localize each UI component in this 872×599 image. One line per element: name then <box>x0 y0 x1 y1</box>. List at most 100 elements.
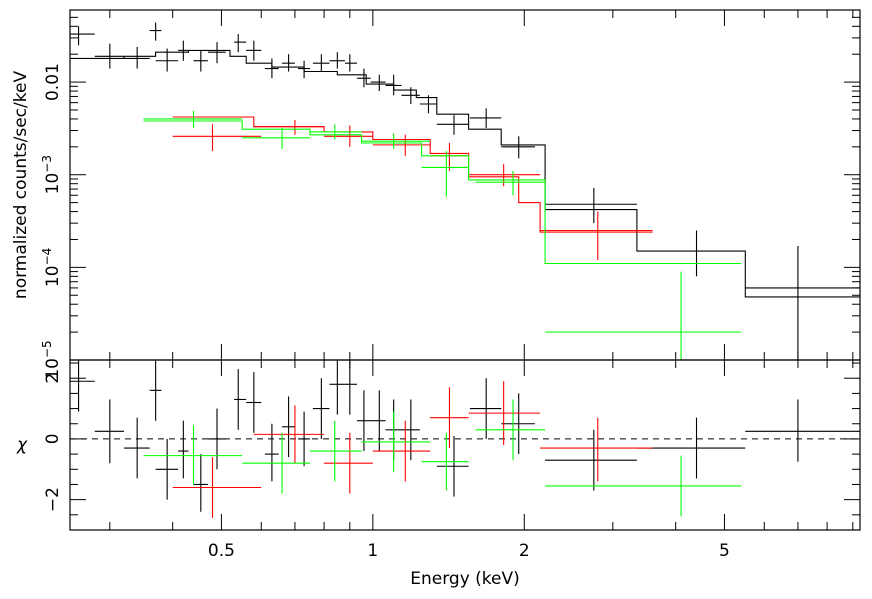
data-point-black <box>436 115 469 135</box>
spectrum-y-axis-label: normalized counts/sec/keV <box>11 71 31 300</box>
residual-point-black <box>70 360 95 412</box>
data-point-green <box>421 151 469 197</box>
y-tick-label: 2 <box>43 373 63 384</box>
x-tick-label: 2 <box>519 541 530 561</box>
data-point-black <box>70 26 95 46</box>
residual-point-black <box>282 396 295 458</box>
data-point-black <box>246 40 262 61</box>
data-point-black <box>745 246 860 360</box>
residual-point-red <box>253 405 325 464</box>
residual-point-black <box>401 399 420 461</box>
data-point-black <box>155 48 179 72</box>
model-line-black <box>70 49 860 298</box>
residual-point-green <box>309 420 362 482</box>
residual-point-black <box>298 411 310 467</box>
data-point-black <box>419 95 437 114</box>
x-tick-label: 0.5 <box>208 541 235 561</box>
residual-point-black <box>545 429 637 491</box>
residual-y-tick-labels: 2 0 −2 <box>43 373 63 512</box>
residual-point-green <box>361 411 431 473</box>
data-point-green <box>242 127 310 149</box>
spectrum-panel: 0.01 10−3 10−4 10−5 normalized counts/sec/k… <box>11 9 861 380</box>
residual-point-red <box>430 387 469 449</box>
model-line-green <box>143 120 742 265</box>
residual-point-green <box>143 425 243 485</box>
data-point-red <box>468 164 541 187</box>
residual-point-red <box>172 457 262 518</box>
residual-point-green <box>545 455 742 517</box>
data-point-green <box>545 271 742 360</box>
residual-panel: 2 0 −2 0.5 1 2 5 χ Energy (keV) <box>16 359 861 589</box>
energy-x-tick-labels: 0.5 1 2 5 <box>208 541 730 561</box>
data-point-black <box>501 136 535 159</box>
residual-point-green <box>475 399 546 461</box>
residual-point-black <box>193 454 208 512</box>
data-point-black <box>636 230 746 277</box>
data-point-red <box>324 125 373 147</box>
data-point-black <box>356 68 371 88</box>
data-point-red <box>540 211 653 261</box>
y-tick-label: 10−4 <box>40 248 63 287</box>
x-axis-label: Energy (keV) <box>410 569 520 589</box>
data-point-black <box>370 74 386 92</box>
data-point-black <box>94 43 124 69</box>
residual-frame <box>69 359 861 531</box>
y-tick-label: 0 <box>43 433 63 444</box>
residual-point-black <box>745 399 860 462</box>
residual-point-black <box>264 423 279 482</box>
residual-point-black <box>636 417 746 479</box>
data-point-red <box>253 119 325 135</box>
residual-point-red <box>372 420 431 482</box>
residual-point-black <box>123 417 150 479</box>
data-point-red <box>430 143 469 171</box>
y-tick-label: 10−5 <box>40 340 63 379</box>
data-point-red <box>172 124 262 152</box>
residual-point-black <box>501 393 535 455</box>
residual-point-green <box>421 432 469 491</box>
residual-y-axis-label: χ <box>16 435 28 455</box>
residual-point-black <box>149 360 162 421</box>
residual-point-green <box>242 432 310 494</box>
spectrum-data-layer <box>70 22 860 360</box>
data-point-black <box>312 54 330 72</box>
residual-point-red <box>540 417 653 482</box>
data-point-black <box>469 108 502 128</box>
data-point-green <box>361 133 431 149</box>
data-point-black <box>123 46 150 69</box>
data-point-black <box>149 22 162 41</box>
data-point-green <box>309 124 362 140</box>
x-tick-label: 5 <box>719 541 730 561</box>
spectrum-frame <box>69 9 861 361</box>
data-point-green <box>143 110 243 128</box>
residual-tick-marks <box>70 360 860 531</box>
data-point-black <box>401 87 420 105</box>
y-tick-label: 10−3 <box>40 155 63 194</box>
residual-data-layer <box>70 360 860 518</box>
x-tick-label: 1 <box>367 541 378 561</box>
residual-point-black <box>178 420 189 479</box>
residual-point-black <box>246 372 262 433</box>
data-point-black <box>329 52 345 69</box>
data-point-black <box>298 60 310 79</box>
residual-point-black <box>344 360 357 415</box>
y-tick-label: −2 <box>43 487 63 512</box>
data-point-black <box>344 54 357 72</box>
residual-point-black <box>94 399 124 464</box>
residual-point-black <box>436 435 469 497</box>
data-point-black <box>193 50 208 72</box>
data-point-black <box>385 74 402 96</box>
data-point-black <box>178 40 189 61</box>
residual-point-red <box>468 381 541 445</box>
spectrum-y-tick-labels: 0.01 10−3 10−4 10−5 <box>40 63 63 380</box>
residual-point-black <box>234 369 247 430</box>
model-line-red <box>172 116 653 233</box>
residual-point-black <box>312 378 330 439</box>
data-point-black <box>234 34 247 53</box>
data-point-red <box>372 134 431 156</box>
y-tick-label: 0.01 <box>43 63 63 101</box>
residual-point-black <box>469 378 502 439</box>
residual-point-black <box>155 438 179 500</box>
residual-point-red <box>324 432 373 494</box>
residual-point-black <box>370 390 386 452</box>
